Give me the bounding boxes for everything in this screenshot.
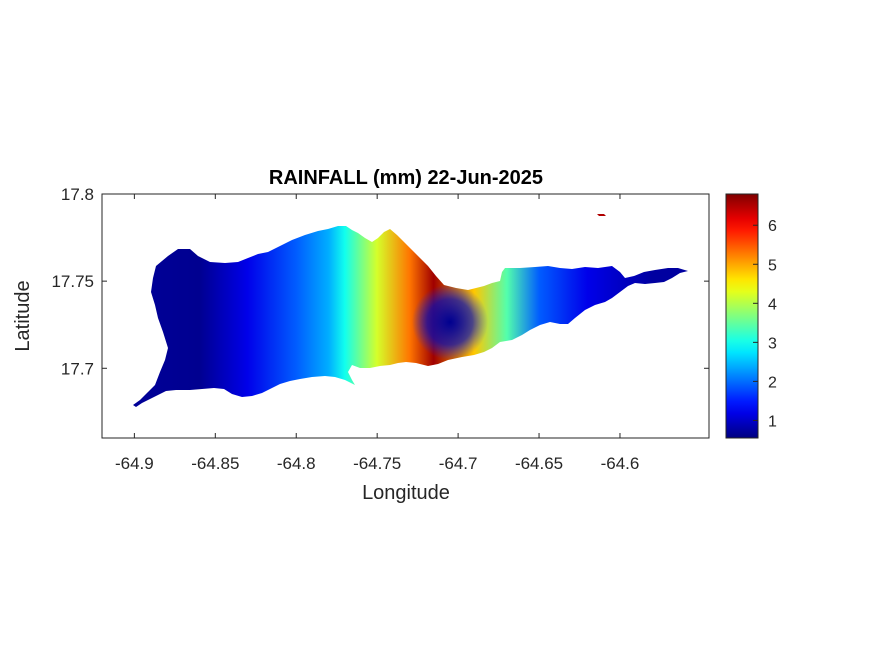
colorbar-tick-label: 6	[768, 218, 777, 235]
colorbar-tick-label: 1	[768, 413, 777, 430]
colorbar-tick-label: 5	[768, 257, 777, 274]
x-tick-label: -64.85	[191, 454, 239, 473]
colorbar: 1 2 3 4 5 6	[725, 193, 777, 439]
colorbar-tick-label: 3	[768, 335, 777, 352]
x-tick-label: -64.8	[277, 454, 316, 473]
offshore-islet	[597, 214, 606, 216]
y-tick-label: 17.8	[61, 185, 94, 204]
x-tick-label: -64.75	[353, 454, 401, 473]
colorbar-ticks: 1 2 3 4 5 6	[753, 218, 777, 430]
y-tick-label: 17.75	[51, 272, 94, 291]
y-tick-label: 17.7	[61, 359, 94, 378]
x-tick-label: -64.9	[115, 454, 154, 473]
x-tick-label: -64.6	[601, 454, 640, 473]
colorbar-tick-label: 4	[768, 296, 777, 313]
colorbar-strip	[725, 193, 759, 439]
y-axis-label: Latitude	[12, 280, 34, 351]
colorbar-tick-label: 2	[768, 374, 777, 391]
x-tick-label: -64.7	[439, 454, 478, 473]
x-tick-label: -64.65	[515, 454, 563, 473]
x-axis-label: Longitude	[362, 482, 450, 504]
chart-title: RAINFALL (mm) 22-Jun-2025	[269, 167, 543, 189]
y-axis-ticks: 17.7 17.75 17.8	[51, 185, 709, 378]
x-axis-ticks: -64.9 -64.85 -64.8 -64.75 -64.7 -64.65 -64.6	[115, 194, 639, 473]
